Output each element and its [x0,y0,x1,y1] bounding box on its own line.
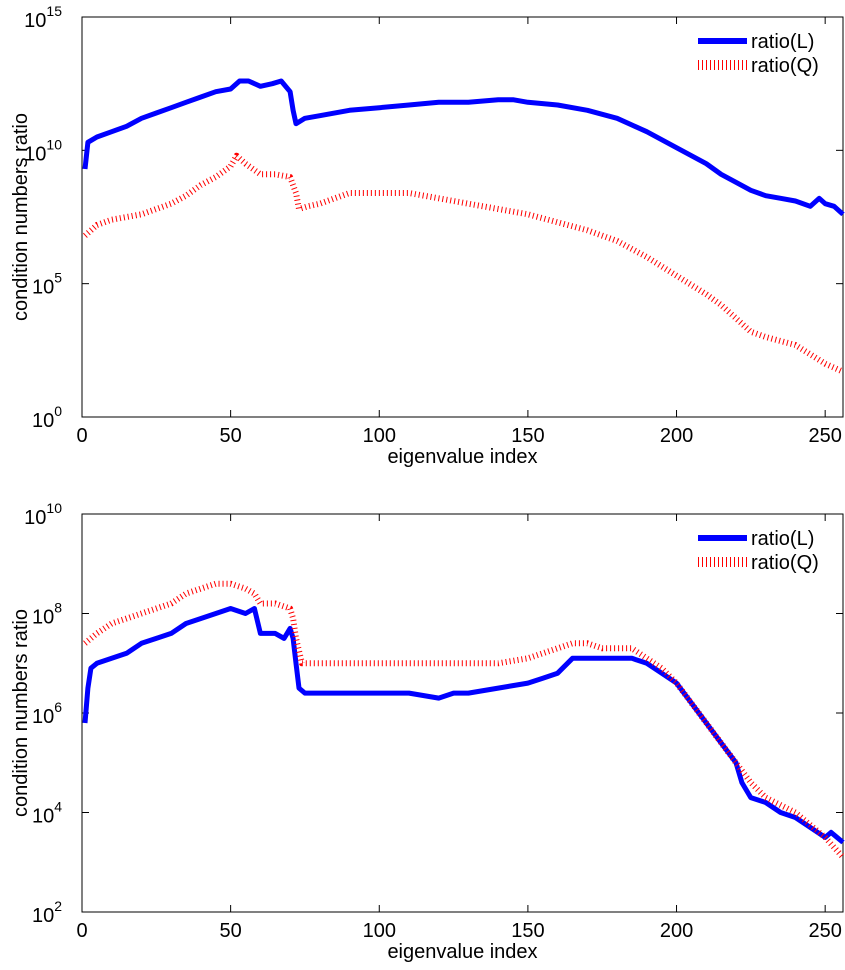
y-tick-label: 102 [32,898,62,927]
legend-label: ratio(Q) [751,552,819,574]
x-tick-label: 50 [220,920,242,942]
series-line-ratiol [82,78,845,217]
y-tick-base: 10 [32,806,54,828]
x-tick-label: 200 [660,425,693,447]
y-tick-exponent: 15 [46,3,62,19]
y-tick-base: 10 [32,277,54,299]
y-tick-label: 1015 [24,3,62,32]
x-axis-label: eigenvalue index [387,941,537,963]
y-tick-base: 10 [24,507,46,529]
x-axis-label: eigenvalue index [387,446,537,468]
x-tick-label: 150 [511,425,544,447]
y-tick-exponent: 8 [54,600,62,616]
legend-label: ratio(L) [751,31,814,53]
y-tick-label: 104 [32,799,62,828]
x-tick-label: 100 [363,920,396,942]
x-tick-label: 250 [808,425,841,447]
y-tick-base: 10 [32,905,54,927]
x-tick-label: 250 [808,920,841,942]
y-tick-exponent: 10 [46,136,62,152]
x-tick-label: 50 [220,425,242,447]
y-tick-exponent: 4 [54,799,62,815]
y-tick-base: 10 [24,143,46,165]
plot-frame [81,513,844,913]
series-line-ratiol [82,606,845,845]
chart-bottom: 0 50 100 150 200 2501021041061081010eigenvalu… [10,500,845,963]
legend-label: ratio(Q) [751,55,819,77]
y-tick-label: 1010 [24,500,62,529]
y-tick-label: 100 [32,403,62,432]
y-tick-base: 10 [32,607,54,629]
series-line-ratioq [83,580,845,860]
y-tick-label: 108 [32,600,62,629]
legend-label: ratio(L) [751,528,814,550]
y-tick-label: 106 [32,699,62,728]
y-axis-label: condition numbers ratio [10,609,32,817]
y-tick-label: 105 [32,270,62,299]
y-tick-base: 10 [32,410,54,432]
y-tick-label: 1010 [24,136,62,165]
y-axis-label: condition numbers ratio [10,113,32,321]
y-tick-base: 10 [24,10,46,32]
legend: ratio(L)ratio(Q) [698,528,819,574]
plot-frame [81,16,844,418]
y-tick-exponent: 0 [54,403,62,419]
y-tick-exponent: 5 [54,270,62,286]
x-tick-label: 0 [76,425,87,447]
x-tick-label: 100 [363,425,396,447]
x-tick-label: 0 [76,920,87,942]
x-tick-label: 200 [660,920,693,942]
legend: ratio(L)ratio(Q) [698,31,819,77]
y-tick-exponent: 6 [54,699,62,715]
series-line-ratioq [82,152,845,375]
y-tick-base: 10 [32,706,54,728]
x-tick-label: 150 [511,920,544,942]
chart-top: 0 50 100 150 200 25010010510101015eigenvalue … [10,3,845,468]
y-tick-exponent: 2 [54,898,62,914]
y-tick-exponent: 10 [46,500,62,516]
